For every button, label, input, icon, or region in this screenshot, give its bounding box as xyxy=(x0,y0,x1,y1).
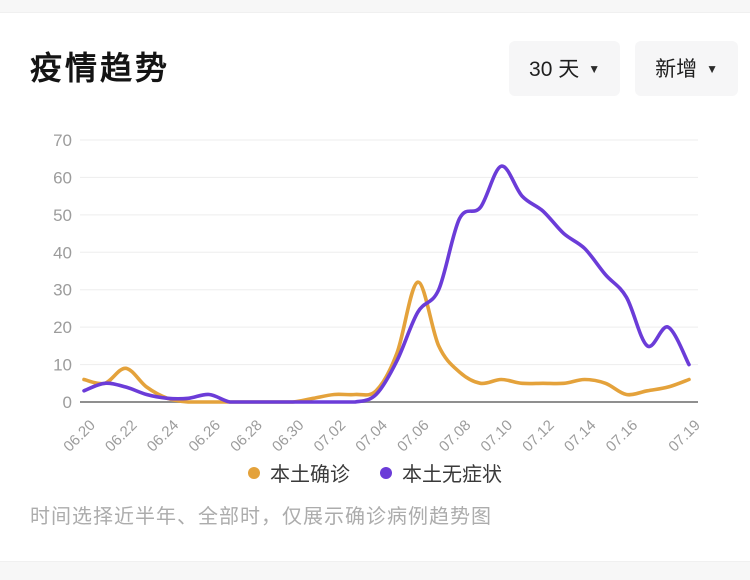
type-dropdown-label: 新增 xyxy=(655,58,698,81)
svg-text:07.12: 07.12 xyxy=(519,417,558,453)
svg-text:40: 40 xyxy=(53,243,72,262)
range-dropdown-label: 30 天 xyxy=(529,58,580,81)
svg-text:06.22: 06.22 xyxy=(102,417,141,453)
svg-text:07.19: 07.19 xyxy=(665,417,704,453)
svg-text:06.24: 06.24 xyxy=(144,417,183,453)
svg-text:07.02: 07.02 xyxy=(311,417,350,453)
top-page-strip xyxy=(0,0,750,13)
chevron-down-icon: ▼ xyxy=(588,62,601,76)
type-dropdown[interactable]: 新增 ▼ xyxy=(635,40,738,96)
legend-item-confirmed[interactable]: 本土确诊 xyxy=(248,458,350,487)
legend-label-asymptomatic: 本土无症状 xyxy=(402,464,502,486)
svg-text:06.20: 06.20 xyxy=(60,417,99,453)
svg-text:10: 10 xyxy=(53,356,72,375)
range-dropdown[interactable]: 30 天 ▼ xyxy=(509,40,621,96)
confirmed-dot-icon xyxy=(248,466,260,479)
svg-text:07.08: 07.08 xyxy=(436,417,475,453)
trend-chart: 0 10 20 30 40 50 60 70 06.20 06.22 06.24 06.26 06.28… xyxy=(53,131,704,453)
svg-text:0: 0 xyxy=(63,393,72,412)
legend-item-asymptomatic[interactable]: 本土无症状 xyxy=(380,458,502,487)
line-confirmed xyxy=(82,280,691,404)
svg-text:07.04: 07.04 xyxy=(352,417,391,453)
svg-text:20: 20 xyxy=(53,318,72,337)
svg-text:70: 70 xyxy=(53,131,72,150)
svg-text:06.28: 06.28 xyxy=(227,417,266,453)
page-title: 疫情趋势 xyxy=(30,50,171,86)
svg-text:07.16: 07.16 xyxy=(603,417,642,453)
chart-legend: 本土确诊 本土无症状 xyxy=(0,458,750,487)
svg-text:07.10: 07.10 xyxy=(477,417,516,453)
svg-text:07.06: 07.06 xyxy=(394,417,433,453)
svg-text:07.14: 07.14 xyxy=(561,417,600,453)
asymptomatic-dot-icon xyxy=(380,466,392,479)
svg-text:06.30: 06.30 xyxy=(269,417,308,453)
bottom-page-strip xyxy=(0,561,750,580)
svg-text:50: 50 xyxy=(53,206,72,225)
chevron-down-icon: ▼ xyxy=(706,62,718,76)
svg-text:06.26: 06.26 xyxy=(185,417,224,453)
legend-label-confirmed: 本土确诊 xyxy=(270,464,350,486)
header: 疫情趋势 30 天 ▼ 新增 ▼ xyxy=(30,40,738,96)
svg-text:60: 60 xyxy=(53,168,72,187)
footer-note: 时间选择近半年、全部时，仅展示确诊病例趋势图 xyxy=(30,506,492,528)
svg-text:30: 30 xyxy=(53,281,72,300)
line-asymptomatic xyxy=(82,164,691,404)
